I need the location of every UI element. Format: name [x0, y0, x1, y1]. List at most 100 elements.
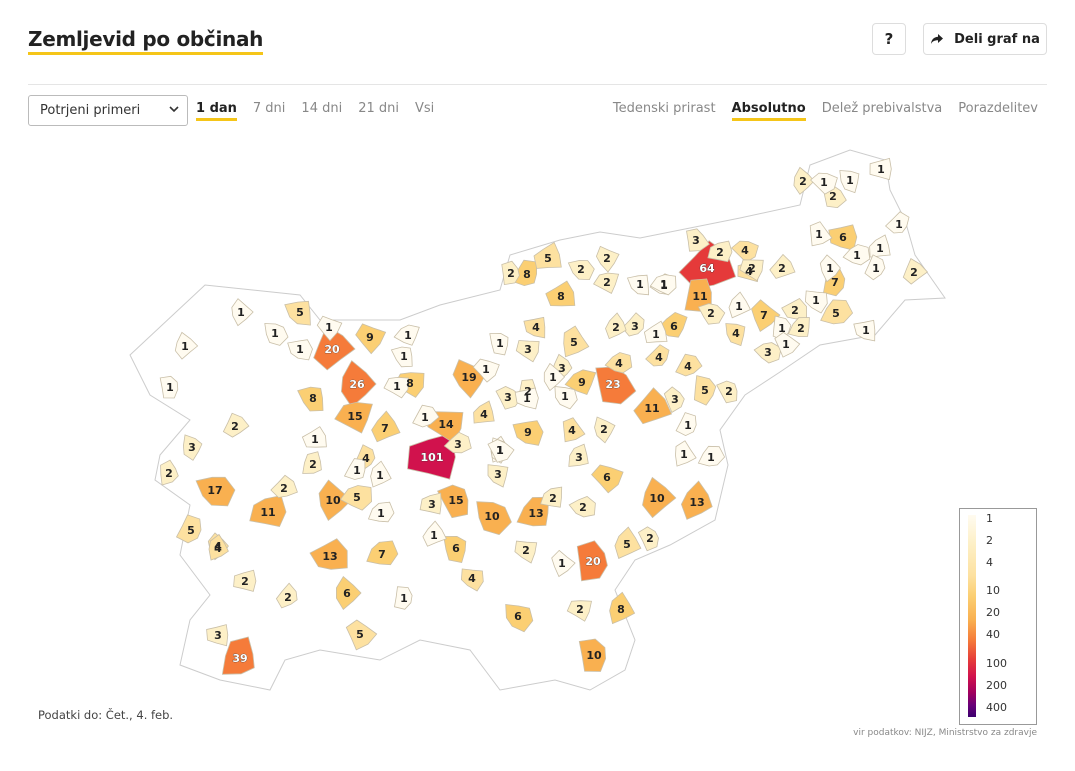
municipality-region[interactable]	[383, 376, 410, 399]
tab-delez-prebivalstva[interactable]: Delež prebivalstva	[821, 101, 943, 116]
municipality-region[interactable]	[675, 440, 697, 467]
municipality-region[interactable]	[437, 484, 469, 519]
municipality-region[interactable]	[820, 299, 854, 325]
municipality-region[interactable]	[275, 582, 298, 609]
municipality-region[interactable]	[159, 375, 179, 399]
municipality-region[interactable]	[853, 319, 876, 342]
municipality-region[interactable]	[774, 331, 801, 358]
municipality-region[interactable]	[284, 300, 311, 326]
municipality-region[interactable]	[366, 540, 399, 566]
municipality-region[interactable]	[231, 298, 254, 327]
municipality-region[interactable]	[716, 380, 738, 404]
municipality-region[interactable]	[728, 291, 751, 319]
municipality-region[interactable]	[334, 401, 373, 434]
municipality-region[interactable]	[839, 170, 860, 194]
municipality-region[interactable]	[693, 375, 717, 406]
municipality-region[interactable]	[515, 340, 540, 363]
municipality-region[interactable]	[697, 445, 726, 467]
municipality-region[interactable]	[174, 331, 199, 360]
municipality-region[interactable]	[902, 258, 928, 285]
municipality-region[interactable]	[562, 417, 586, 443]
municipality-region[interactable]	[869, 157, 892, 181]
municipality-region[interactable]	[505, 604, 534, 633]
municipality-region[interactable]	[568, 496, 596, 518]
municipality-region[interactable]	[160, 459, 179, 486]
municipality-region[interactable]	[514, 387, 539, 410]
municipality-region[interactable]	[595, 366, 637, 405]
municipality-region[interactable]	[725, 323, 746, 347]
municipality-region[interactable]	[707, 240, 733, 263]
municipality-region[interactable]	[473, 400, 495, 424]
municipality-region[interactable]	[443, 431, 472, 454]
municipality-region[interactable]	[339, 485, 373, 511]
municipality-region[interactable]	[885, 211, 910, 234]
municipality-region[interactable]	[390, 346, 413, 368]
municipality-region[interactable]	[614, 526, 642, 559]
municipality-region[interactable]	[769, 253, 796, 279]
municipality-region[interactable]	[675, 412, 697, 437]
municipality-region[interactable]	[804, 290, 828, 314]
municipality-region[interactable]	[301, 426, 327, 448]
municipality-region[interactable]	[233, 569, 257, 592]
municipality-region[interactable]	[543, 362, 566, 392]
municipality-region[interactable]	[264, 323, 289, 346]
municipality-region[interactable]	[489, 332, 509, 356]
municipality-region[interactable]	[533, 241, 562, 269]
municipality-region[interactable]	[222, 412, 250, 438]
municipality-region[interactable]	[554, 386, 578, 410]
municipality-region[interactable]	[675, 353, 703, 377]
municipality-region[interactable]	[287, 339, 313, 361]
municipality-region[interactable]	[345, 619, 378, 651]
tab-vsi[interactable]: Vsi	[414, 101, 435, 116]
metric-select[interactable]: Potrjeni primeri	[28, 95, 188, 126]
municipality-region[interactable]	[182, 434, 203, 461]
municipality-region[interactable]	[487, 439, 515, 463]
municipality-region[interactable]	[512, 420, 544, 446]
municipality-region[interactable]	[501, 260, 520, 286]
municipality-region[interactable]	[633, 387, 673, 425]
tab-14-dni[interactable]: 14 dni	[301, 101, 343, 116]
municipality-region[interactable]	[355, 323, 387, 355]
municipality-region[interactable]	[621, 312, 645, 337]
municipality-region[interactable]	[604, 352, 633, 374]
municipality-region[interactable]	[563, 325, 590, 358]
municipality-region[interactable]	[593, 272, 620, 294]
municipality-region[interactable]	[175, 514, 202, 544]
municipality-region[interactable]	[422, 520, 447, 547]
municipality-region[interactable]	[302, 451, 322, 474]
municipality-region[interactable]	[309, 538, 348, 570]
tab-21-dni[interactable]: 21 dni	[358, 101, 399, 116]
municipality-region[interactable]	[869, 234, 891, 258]
municipality-region[interactable]	[684, 278, 712, 312]
municipality-region[interactable]	[645, 344, 670, 367]
municipality-region[interactable]	[842, 244, 871, 266]
municipality-region[interactable]	[686, 228, 710, 252]
municipality-region[interactable]	[343, 458, 366, 480]
municipality-region[interactable]	[680, 480, 713, 520]
help-button[interactable]: ?	[872, 23, 906, 55]
municipality-region[interactable]	[316, 315, 343, 342]
municipality-region[interactable]	[370, 460, 392, 488]
municipality-region[interactable]	[809, 221, 833, 247]
municipality-region[interactable]	[551, 549, 576, 578]
municipality-region[interactable]	[208, 533, 229, 561]
municipality-region[interactable]	[663, 386, 685, 413]
municipality-region[interactable]	[297, 386, 324, 412]
municipality-region[interactable]	[643, 320, 668, 344]
tab-7-dni[interactable]: 7 dni	[252, 101, 286, 116]
municipality-region[interactable]	[787, 317, 810, 338]
municipality-region[interactable]	[578, 638, 607, 672]
municipality-region[interactable]	[195, 476, 236, 507]
municipality-region[interactable]	[739, 259, 764, 282]
municipality-region[interactable]	[419, 492, 442, 515]
municipality-region[interactable]	[221, 636, 255, 675]
municipality-region[interactable]	[828, 224, 858, 251]
share-button[interactable]: Deli graf na	[923, 23, 1047, 55]
municipality-region[interactable]	[540, 486, 563, 508]
municipality-region[interactable]	[781, 297, 808, 320]
municipality-region[interactable]	[566, 600, 592, 622]
municipality-region[interactable]	[609, 591, 636, 625]
municipality-region[interactable]	[511, 259, 537, 287]
municipality-region[interactable]	[443, 535, 467, 563]
municipality-region[interactable]	[810, 172, 838, 195]
